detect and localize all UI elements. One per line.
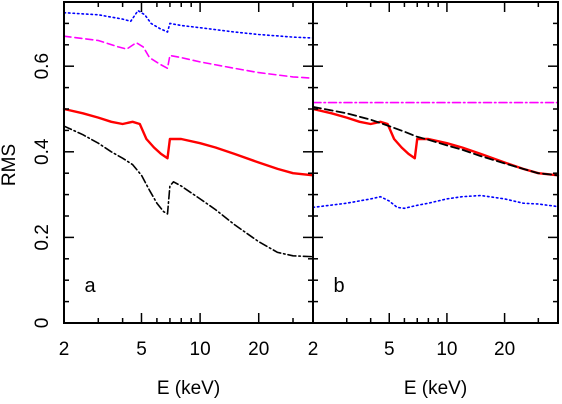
panel-b-series-2-line <box>311 107 560 177</box>
panel-a-label: a <box>84 275 96 297</box>
panel-a-series-3-line <box>62 107 315 177</box>
panel-b-frame <box>312 1 559 324</box>
panel-a-y-tick-label: 0.2 <box>32 224 53 250</box>
panel-a-series-2-line <box>63 35 314 79</box>
panel-a-y-tick-label: 0.6 <box>32 53 53 79</box>
panel-b-x-axis-title: E (keV) <box>404 378 467 399</box>
panel-b-series-3-line <box>312 106 559 177</box>
panel-b-x-tick-label: 2 <box>308 339 319 360</box>
panel-a-series-1-line <box>63 9 314 39</box>
panel-a-x-tick-label: 20 <box>248 339 269 360</box>
panel-b-x-tick-label: 10 <box>436 339 457 360</box>
panel-a-x-axis-title: E (keV) <box>157 378 220 399</box>
panel-a-frame <box>63 1 314 324</box>
panel-b-x-tick-label: 20 <box>494 339 515 360</box>
panel-a-x-tick-label: 2 <box>59 339 70 360</box>
panel-b-series-4-line <box>312 194 559 210</box>
panel-a-x-tick-label: 10 <box>190 339 211 360</box>
panel-a-series-4-line <box>63 125 314 258</box>
panel-a-y-tick-label: 0 <box>32 318 53 329</box>
panel-a-y-tick-label: 0.4 <box>32 138 53 165</box>
y-axis-title: RMS <box>0 144 20 186</box>
panel-b-label: b <box>333 275 344 297</box>
panel-a-x-tick-label: 5 <box>136 339 147 360</box>
panel-a: 2 5 10 20 0 0.2 0.4 0.6 RMS E (keV) a <box>0 1 315 399</box>
panel-b-x-tick-label: 5 <box>384 339 395 360</box>
panel-b: 2 5 10 20 E (keV) b <box>308 1 560 399</box>
